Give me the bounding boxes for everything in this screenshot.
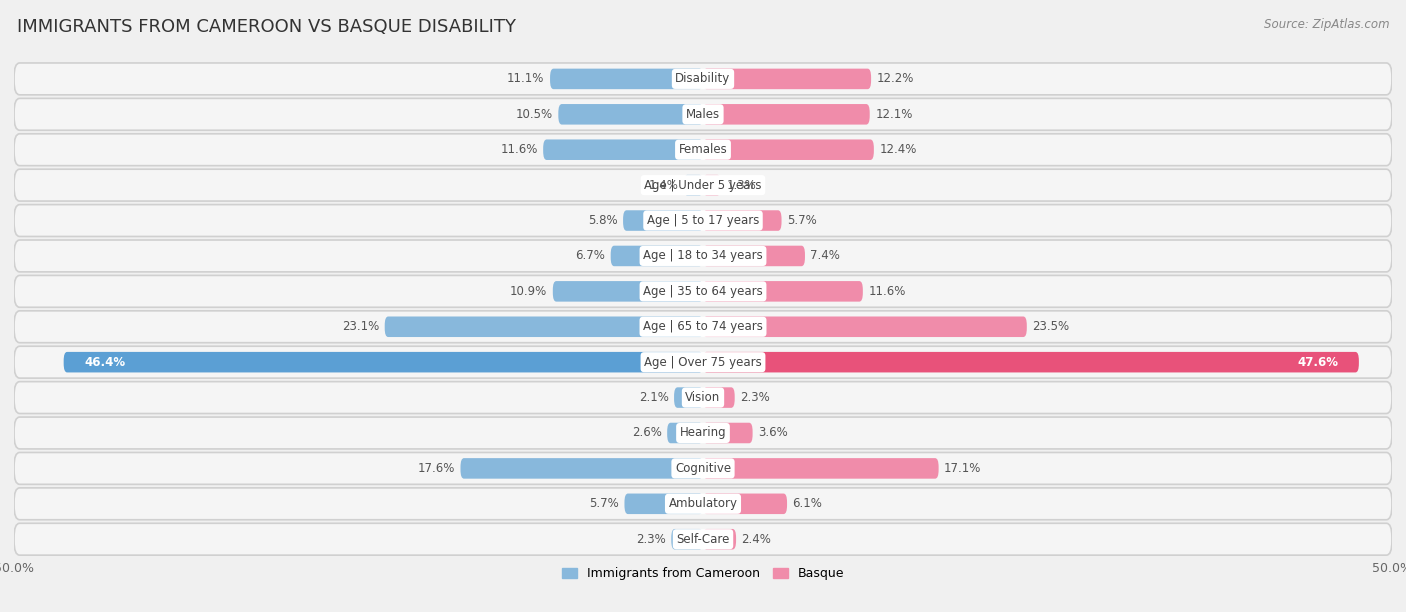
- Text: 12.4%: 12.4%: [879, 143, 917, 156]
- Text: 3.6%: 3.6%: [758, 427, 787, 439]
- Text: 23.1%: 23.1%: [342, 320, 380, 334]
- FancyBboxPatch shape: [543, 140, 703, 160]
- Text: 11.6%: 11.6%: [501, 143, 537, 156]
- Text: 5.7%: 5.7%: [787, 214, 817, 227]
- Text: 5.8%: 5.8%: [588, 214, 617, 227]
- Text: Cognitive: Cognitive: [675, 462, 731, 475]
- FancyBboxPatch shape: [703, 281, 863, 302]
- Text: 17.1%: 17.1%: [945, 462, 981, 475]
- Text: 10.5%: 10.5%: [516, 108, 553, 121]
- Text: Age | 65 to 74 years: Age | 65 to 74 years: [643, 320, 763, 334]
- FancyBboxPatch shape: [558, 104, 703, 125]
- Text: IMMIGRANTS FROM CAMEROON VS BASQUE DISABILITY: IMMIGRANTS FROM CAMEROON VS BASQUE DISAB…: [17, 18, 516, 36]
- Text: 2.3%: 2.3%: [636, 532, 666, 546]
- Text: 2.1%: 2.1%: [638, 391, 669, 404]
- FancyBboxPatch shape: [14, 240, 1392, 272]
- FancyBboxPatch shape: [668, 423, 703, 443]
- Text: 1.3%: 1.3%: [727, 179, 756, 192]
- FancyBboxPatch shape: [14, 452, 1392, 484]
- Text: Age | 35 to 64 years: Age | 35 to 64 years: [643, 285, 763, 298]
- Text: Ambulatory: Ambulatory: [668, 498, 738, 510]
- Legend: Immigrants from Cameroon, Basque: Immigrants from Cameroon, Basque: [557, 562, 849, 585]
- FancyBboxPatch shape: [703, 423, 752, 443]
- Text: 6.1%: 6.1%: [793, 498, 823, 510]
- FancyBboxPatch shape: [703, 140, 875, 160]
- Text: Males: Males: [686, 108, 720, 121]
- Text: 11.6%: 11.6%: [869, 285, 905, 298]
- FancyBboxPatch shape: [14, 63, 1392, 95]
- FancyBboxPatch shape: [624, 493, 703, 514]
- FancyBboxPatch shape: [14, 311, 1392, 343]
- Text: 12.1%: 12.1%: [875, 108, 912, 121]
- FancyBboxPatch shape: [14, 275, 1392, 307]
- Text: Self-Care: Self-Care: [676, 532, 730, 546]
- FancyBboxPatch shape: [550, 69, 703, 89]
- FancyBboxPatch shape: [14, 204, 1392, 236]
- FancyBboxPatch shape: [14, 346, 1392, 378]
- Text: 5.7%: 5.7%: [589, 498, 619, 510]
- FancyBboxPatch shape: [14, 134, 1392, 166]
- Text: Age | 5 to 17 years: Age | 5 to 17 years: [647, 214, 759, 227]
- FancyBboxPatch shape: [673, 387, 703, 408]
- Text: 7.4%: 7.4%: [810, 250, 841, 263]
- FancyBboxPatch shape: [14, 488, 1392, 520]
- FancyBboxPatch shape: [703, 245, 806, 266]
- Text: 17.6%: 17.6%: [418, 462, 456, 475]
- FancyBboxPatch shape: [703, 387, 735, 408]
- Text: Disability: Disability: [675, 72, 731, 86]
- FancyBboxPatch shape: [14, 523, 1392, 555]
- FancyBboxPatch shape: [703, 211, 782, 231]
- Text: Age | Over 75 years: Age | Over 75 years: [644, 356, 762, 368]
- FancyBboxPatch shape: [623, 211, 703, 231]
- FancyBboxPatch shape: [703, 458, 939, 479]
- Text: 11.1%: 11.1%: [508, 72, 544, 86]
- FancyBboxPatch shape: [703, 175, 721, 195]
- Text: 2.3%: 2.3%: [740, 391, 770, 404]
- FancyBboxPatch shape: [14, 99, 1392, 130]
- Text: Females: Females: [679, 143, 727, 156]
- Text: Age | Under 5 years: Age | Under 5 years: [644, 179, 762, 192]
- Text: Vision: Vision: [685, 391, 721, 404]
- Text: Age | 18 to 34 years: Age | 18 to 34 years: [643, 250, 763, 263]
- FancyBboxPatch shape: [610, 245, 703, 266]
- Text: Source: ZipAtlas.com: Source: ZipAtlas.com: [1264, 18, 1389, 31]
- FancyBboxPatch shape: [63, 352, 703, 373]
- FancyBboxPatch shape: [14, 417, 1392, 449]
- Text: 46.4%: 46.4%: [84, 356, 125, 368]
- FancyBboxPatch shape: [14, 382, 1392, 414]
- FancyBboxPatch shape: [671, 529, 703, 550]
- Text: 12.2%: 12.2%: [876, 72, 914, 86]
- FancyBboxPatch shape: [461, 458, 703, 479]
- Text: Hearing: Hearing: [679, 427, 727, 439]
- Text: 2.6%: 2.6%: [631, 427, 662, 439]
- FancyBboxPatch shape: [703, 316, 1026, 337]
- Text: 6.7%: 6.7%: [575, 250, 605, 263]
- FancyBboxPatch shape: [703, 493, 787, 514]
- Text: 1.4%: 1.4%: [648, 179, 678, 192]
- FancyBboxPatch shape: [703, 529, 737, 550]
- Text: 47.6%: 47.6%: [1298, 356, 1339, 368]
- FancyBboxPatch shape: [683, 175, 703, 195]
- Text: 10.9%: 10.9%: [510, 285, 547, 298]
- FancyBboxPatch shape: [553, 281, 703, 302]
- FancyBboxPatch shape: [14, 169, 1392, 201]
- Text: 2.4%: 2.4%: [741, 532, 772, 546]
- FancyBboxPatch shape: [703, 69, 872, 89]
- FancyBboxPatch shape: [385, 316, 703, 337]
- FancyBboxPatch shape: [703, 104, 870, 125]
- FancyBboxPatch shape: [703, 352, 1358, 373]
- Text: 23.5%: 23.5%: [1032, 320, 1070, 334]
